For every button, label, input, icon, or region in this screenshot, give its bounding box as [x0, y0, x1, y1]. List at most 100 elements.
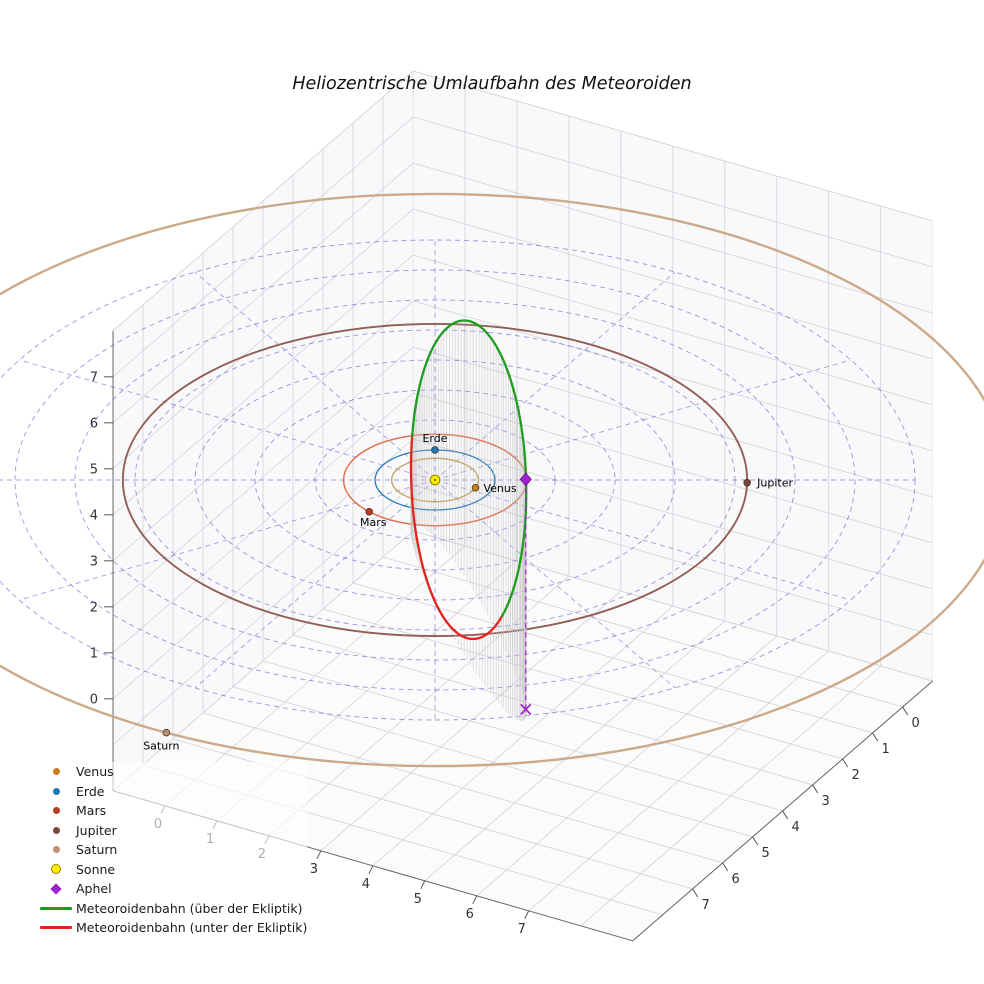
- legend-label: Aphel: [76, 881, 112, 897]
- x-tick: [722, 862, 729, 872]
- y-tick-label: 4: [362, 877, 370, 892]
- x-tick-label: 2: [852, 768, 860, 783]
- ecliptic-grid-spoke: [434, 271, 676, 481]
- x-tick: [782, 810, 789, 820]
- y-tick-label: 6: [466, 907, 474, 922]
- legend-marker-line: [40, 906, 72, 910]
- x-tick: [812, 784, 819, 794]
- legend-marker-dot: [52, 826, 60, 834]
- floor-grid-line: [580, 665, 881, 927]
- orbit-venus: [390, 457, 480, 503]
- wall-grid-line: [112, 438, 414, 700]
- z-tick-label: 7: [90, 370, 98, 385]
- y-tick: [420, 880, 426, 890]
- floor-grid-line: [476, 635, 778, 897]
- wall-grid-line: [112, 392, 414, 654]
- planet-label-saturn: Saturn: [143, 740, 179, 753]
- ecliptic-grid-spoke: [434, 359, 851, 481]
- legend-label: Meteoroidenbahn (unter der Ekliptik): [76, 920, 308, 936]
- wall-grid-line: [412, 346, 933, 498]
- legend-marker-diamond: [50, 883, 62, 895]
- ecliptic-grid-spoke: [434, 479, 676, 689]
- z-tick-label: 6: [90, 416, 98, 431]
- x-tick: [872, 732, 879, 742]
- z-tick-label: 2: [90, 600, 98, 615]
- wall-grid-line: [412, 438, 933, 590]
- y-tick: [472, 895, 478, 905]
- y-tick-label: 5: [414, 892, 422, 907]
- floor-grid-line: [372, 605, 674, 867]
- planet-dot-jupiter: [743, 478, 751, 487]
- x-tick-label: 5: [762, 846, 770, 861]
- legend-label: Venus: [76, 764, 114, 780]
- legend-item-9: Meteoroidenbahn (unter der Ekliptik): [36, 918, 308, 938]
- floor-grid-line: [528, 650, 829, 912]
- wall-grid-line: [412, 254, 933, 406]
- legend-label: Mars: [76, 803, 107, 819]
- aphel-projection-x-marker: [520, 703, 532, 715]
- z-tick-label: 3: [90, 554, 98, 569]
- floor-grid-line: [320, 590, 622, 852]
- wall-grid-line: [412, 208, 933, 360]
- x-tick-label: 6: [732, 872, 740, 887]
- wall-grid-line: [112, 346, 414, 608]
- legend: Venus Erde Mars Jupiter Saturn Sonne Aphel Mete…: [36, 762, 308, 938]
- meteoroid-orbit-above-ecliptic: [410, 319, 528, 481]
- x-tick-label: 3: [822, 794, 830, 809]
- x-tick-label: 1: [882, 742, 890, 757]
- planet-label-jupiter: Jupiter: [756, 477, 793, 490]
- floor-grid-line: [268, 575, 570, 837]
- legend-item-6: Sonne: [36, 859, 308, 879]
- legend-label: Jupiter: [76, 822, 117, 838]
- floor-grid-line: [424, 620, 726, 882]
- z-tick-label: 5: [90, 462, 98, 477]
- z-tick-label: 1: [90, 646, 98, 661]
- y-tick: [524, 910, 530, 920]
- ecliptic-grid-spoke: [19, 479, 436, 601]
- ecliptic-grid-spoke: [194, 479, 436, 689]
- legend-marker-dot: [52, 807, 60, 815]
- wall-grid-line: [412, 300, 933, 452]
- x-tick-label: 4: [792, 820, 800, 835]
- legend-marker-dot: [52, 768, 60, 776]
- wall-grid-line: [412, 162, 933, 314]
- planet-dot-venus: [471, 484, 480, 492]
- sun-marker-center: [433, 478, 437, 482]
- y-tick-label: 7: [518, 922, 526, 937]
- ecliptic-grid-spoke: [19, 359, 436, 481]
- ecliptic-grid-spoke: [434, 479, 851, 601]
- orbit-saturn: [0, 192, 984, 768]
- legend-label: Sonne: [76, 861, 116, 877]
- legend-item-2: Erde: [36, 781, 308, 801]
- legend-marker-dot: [52, 787, 60, 795]
- y-tick-label: 3: [310, 862, 318, 877]
- wall-grid-line: [412, 116, 933, 268]
- legend-item-4: Jupiter: [36, 820, 308, 840]
- x-tick-label: 7: [702, 898, 710, 913]
- ecliptic-grid-spoke: [194, 271, 436, 481]
- wall-grid-line: [112, 162, 414, 424]
- planet-dot-erde: [431, 446, 439, 454]
- wall-grid-line: [112, 208, 414, 470]
- planet-dot-mars: [365, 508, 373, 516]
- z-tick-label: 0: [90, 692, 98, 707]
- wall-grid-line: [112, 300, 414, 562]
- legend-item-3: Mars: [36, 801, 308, 821]
- legend-label: Saturn: [76, 842, 118, 858]
- aphel-diamond-marker: [519, 472, 532, 487]
- wall-grid-line: [412, 70, 933, 222]
- legend-item-8: Meteoroidenbahn (über der Ekliptik): [36, 898, 308, 918]
- planet-label-venus: Venus: [483, 482, 516, 495]
- planet-label-erde: Erde: [422, 432, 447, 445]
- legend-item-7: Aphel: [36, 879, 308, 899]
- y-tick: [368, 865, 374, 875]
- legend-marker-sun: [51, 864, 61, 875]
- legend-label: Erde: [76, 783, 105, 799]
- x-tick: [842, 758, 849, 768]
- chart-title: Heliozentrische Umlaufbahn des Meteoroid…: [292, 74, 692, 94]
- wall-grid-line: [412, 484, 933, 636]
- y-tick: [316, 850, 322, 860]
- meteoroid-orbit-below-ecliptic: [409, 432, 505, 641]
- wall-grid-line: [412, 392, 933, 544]
